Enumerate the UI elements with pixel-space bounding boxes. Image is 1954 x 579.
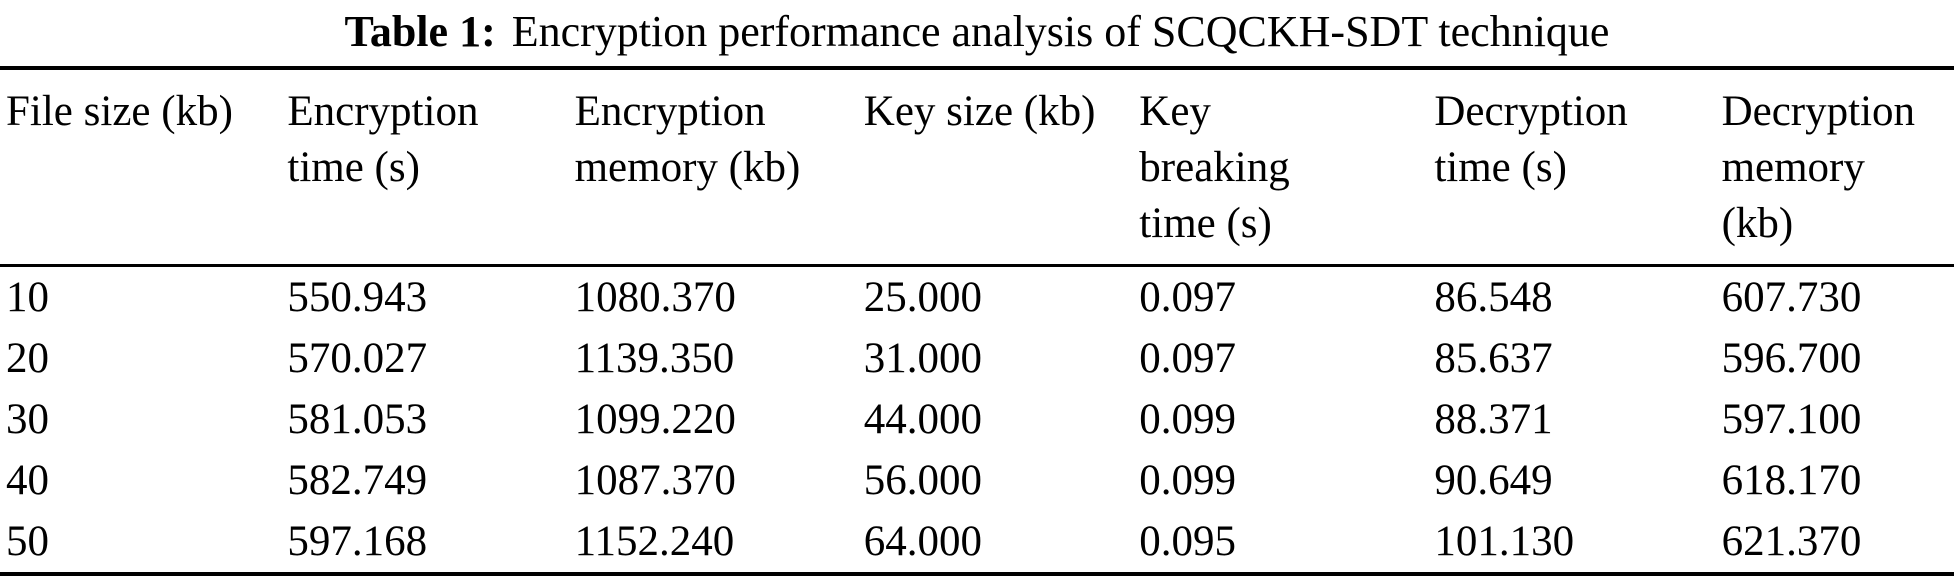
column-header: Encryption time (s)	[287, 88, 479, 191]
table-cell: 10	[6, 274, 49, 321]
table-cell: 101.130	[1434, 518, 1575, 565]
table-cell: 20	[6, 335, 49, 382]
table-cell: 0.099	[1139, 457, 1237, 504]
table-caption-label: Table 1:	[344, 7, 496, 56]
table-cell: 0.099	[1139, 396, 1237, 443]
table-cell: 1087.370	[574, 457, 736, 504]
table-row: 10 550.943 1080.370 25.000 0.097 86.548 607.73…	[0, 266, 1954, 329]
column-header: Encryption memory (kb)	[574, 88, 801, 191]
table-cell: 64.000	[863, 518, 983, 565]
table-cell: 30	[6, 396, 49, 443]
column-header: Key breaking time (s)	[1139, 88, 1290, 247]
encryption-performance-table: File size (kb) Encryption time (s) Encrypt…	[0, 66, 1954, 576]
table-caption: Table 1: Encryption performance analysis …	[0, 0, 1954, 64]
table-cell: 597.168	[287, 518, 428, 565]
table-cell: 570.027	[287, 335, 428, 382]
table-header: File size (kb) Encryption time (s) Encrypt…	[0, 68, 1954, 266]
table-cell: 618.170	[1721, 457, 1862, 504]
table-cell: 1139.350	[574, 335, 735, 382]
table-cell: 85.637	[1434, 335, 1553, 382]
table-cell: 607.730	[1721, 274, 1862, 321]
table-cell: 596.700	[1721, 335, 1862, 382]
table-body: 10 550.943 1080.370 25.000 0.097 86.548 607.73…	[0, 266, 1954, 575]
table-cell: 1099.220	[574, 396, 736, 443]
table-cell: 0.095	[1139, 518, 1237, 565]
table-cell: 597.100	[1721, 396, 1862, 443]
table-row: 40 582.749 1087.370 56.000 0.099 90.649 618.17…	[0, 450, 1954, 511]
table-cell: 1080.370	[574, 274, 736, 321]
table-cell: 621.370	[1721, 518, 1862, 565]
table-cell: 50	[6, 518, 49, 565]
table-row: 30 581.053 1099.220 44.000 0.099 88.371 597.10…	[0, 389, 1954, 450]
table-caption-text: Encryption performance analysis of SCQCK…	[511, 7, 1610, 56]
table-cell: 1152.240	[574, 518, 735, 565]
column-header: Key size (kb)	[863, 88, 1096, 135]
table-cell: 0.097	[1139, 335, 1237, 382]
table-header-row: File size (kb) Encryption time (s) Encrypt…	[0, 68, 1954, 266]
table-cell: 0.097	[1139, 274, 1237, 321]
table-cell: 31.000	[863, 335, 983, 382]
table-cell: 88.371	[1434, 396, 1553, 443]
table-row: 20 570.027 1139.350 31.000 0.097 85.637 596.70…	[0, 328, 1954, 389]
table-cell: 581.053	[287, 396, 428, 443]
table-cell: 56.000	[863, 457, 983, 504]
table-cell: 86.548	[1434, 274, 1553, 321]
column-header: Decryption memory (kb)	[1721, 88, 1916, 247]
table-row: 50 597.168 1152.240 64.000 0.095 101.130 621.3…	[0, 511, 1954, 574]
table-cell: 40	[6, 457, 49, 504]
table-cell: 550.943	[287, 274, 428, 321]
table-cell: 90.649	[1434, 457, 1553, 504]
column-header: File size (kb)	[6, 88, 233, 135]
table-cell: 582.749	[287, 457, 428, 504]
column-header: Decryption time (s)	[1434, 88, 1628, 191]
table-cell: 44.000	[863, 396, 983, 443]
table-cell: 25.000	[863, 274, 983, 321]
